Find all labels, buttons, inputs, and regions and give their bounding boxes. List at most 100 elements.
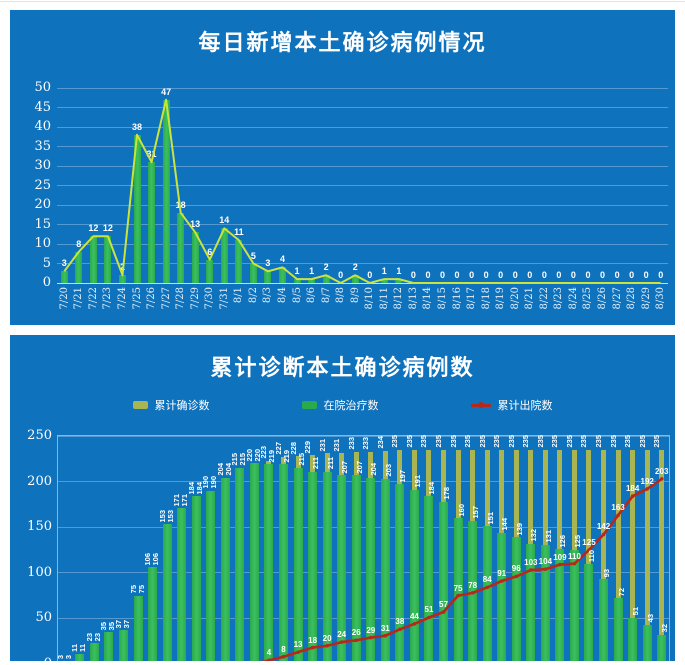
in-hospital-bar [657, 634, 667, 661]
daily-value-label: 6 [207, 246, 213, 257]
discharged-dot-icon [477, 401, 484, 408]
daily-bar [60, 271, 68, 283]
in-hospital-bar [308, 471, 318, 661]
x-tick-label: 8/30 [655, 287, 667, 310]
x-tick-label: 8/5 [291, 287, 303, 304]
discharged-label: 18 [308, 635, 318, 645]
x-tick-label: 8/23 [553, 287, 565, 310]
discharged-label: 192 [640, 476, 654, 486]
total-confirmed-label: 235 [404, 435, 414, 448]
in-hospital-bar [235, 467, 245, 661]
in-hospital-label: 126 [558, 534, 568, 548]
total-confirmed-label: 235 [564, 435, 574, 448]
discharged-label: 84 [482, 575, 492, 585]
total-confirmed-bar [601, 449, 607, 661]
discharged-label: 109 [553, 552, 567, 562]
daily-value-label: 0 [629, 270, 635, 280]
daily-bar [380, 279, 388, 283]
in-hospital-label: 153 [165, 509, 175, 523]
daily-value-label: 1 [396, 266, 402, 277]
in-hospital-bar [439, 501, 448, 661]
daily-value-label: 31 [146, 149, 157, 160]
discharged-label: 24 [337, 630, 347, 640]
y-tick-label: 25 [34, 177, 51, 193]
in-hospital-bar [249, 463, 259, 661]
in-hospital-label: 157 [471, 506, 481, 519]
total-confirmed-label: 235 [521, 435, 531, 448]
y-tick-label: 150 [27, 519, 52, 535]
legend-label-inhospital: 在院治疗数 [323, 400, 379, 412]
total-confirmed-label: 235 [492, 435, 502, 448]
daily-bar [351, 275, 359, 283]
in-hospital-bar [337, 475, 347, 661]
grid-line [57, 87, 668, 89]
daily-value-label: 1 [294, 266, 300, 277]
discharged-label: 51 [424, 605, 434, 615]
in-hospital-bar [177, 508, 187, 661]
grid-line [57, 263, 668, 264]
in-hospital-bar [118, 630, 128, 661]
total-confirmed-bar [644, 449, 650, 661]
in-hospital-bar [380, 478, 390, 661]
confirmed-swatch-icon [132, 401, 148, 409]
total-confirmed-label: 231 [332, 438, 342, 452]
daily-value-label: 1 [309, 266, 315, 277]
in-hospital-bar [482, 526, 492, 661]
discharged-label: 4 [266, 648, 272, 658]
x-tick-label: 8/22 [538, 287, 550, 310]
total-confirmed-bar [615, 449, 621, 661]
total-confirmed-bar [630, 449, 636, 661]
daily-value-label: 8 [76, 238, 82, 249]
cumulative-plot: 0501001502002503311112323353537377575106… [27, 428, 670, 661]
in-hospital-label: 110 [587, 549, 597, 562]
page-top-divider [0, 1, 685, 2]
daily-value-label: 0 [439, 270, 446, 280]
x-tick-label: 7/30 [204, 287, 216, 310]
daily-value-label: 5 [250, 250, 256, 261]
total-confirmed-label: 229 [303, 440, 313, 454]
discharged-label: 38 [395, 617, 405, 627]
in-hospital-bar [599, 579, 609, 661]
total-confirmed-label: 234 [375, 436, 385, 449]
discharged-label: 20 [322, 633, 332, 643]
total-confirmed-label: 231 [317, 438, 327, 452]
y-tick-label: 50 [34, 80, 51, 95]
daily-value-label: 0 [425, 270, 431, 280]
daily-value-label: 0 [570, 270, 576, 280]
y-tick-label: 200 [27, 473, 52, 489]
y-tick-label: 10 [34, 236, 51, 251]
daily-value-label: 11 [234, 227, 244, 238]
x-tick-label: 8/29 [640, 287, 652, 310]
y-tick-label: 15 [34, 216, 51, 232]
discharged-label: 78 [468, 580, 478, 590]
total-confirmed-label: 235 [477, 435, 487, 448]
total-confirmed-label: 235 [419, 435, 429, 448]
y-tick-label: 45 [34, 99, 51, 115]
daily-bar [395, 279, 403, 283]
in-hospital-bar [468, 520, 478, 661]
grid-line [57, 185, 668, 186]
daily-plot: 0 5 10 15 20 25 30 35 40 45 50 3 8 12 12 2 38 31 47 18 13 6 14… [34, 80, 668, 309]
x-tick-label: 8/9 [349, 287, 361, 304]
x-tick-label: 7/23 [102, 287, 114, 310]
daily-bar [191, 232, 199, 283]
in-hospital-bar [613, 598, 623, 661]
in-hospital-bar [322, 471, 332, 661]
daily-value-label: 0 [338, 270, 344, 280]
discharged-label: 31 [380, 623, 390, 633]
grid-line [57, 204, 668, 206]
in-hospital-bar [366, 477, 376, 661]
daily-value-label: 12 [102, 223, 113, 234]
in-hospital-label: 51 [631, 607, 641, 616]
x-tick-label: 8/6 [306, 287, 318, 304]
discharged-label: 13 [293, 640, 303, 650]
x-tick-label: 7/21 [73, 287, 85, 310]
in-hospital-bar [409, 489, 419, 661]
in-hospital-label: 171 [180, 493, 190, 507]
x-tick-label: 8/25 [582, 287, 594, 310]
discharged-label: 8 [281, 644, 286, 654]
grid-line [57, 243, 668, 245]
x-tick-label: 7/28 [175, 287, 187, 310]
x-tick-label: 8/28 [626, 287, 638, 310]
daily-bar [104, 236, 112, 283]
